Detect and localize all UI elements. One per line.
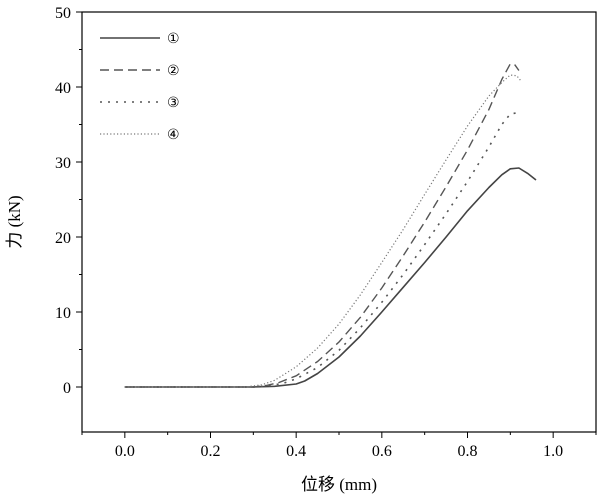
y-tick-label: 40: [55, 80, 71, 97]
y-tick-label: 30: [55, 155, 71, 172]
axis-layer: 0.0 0.2 0.4 0.6 0.8 1.0 0 10 20 30 40 50: [55, 5, 597, 460]
series-line-3: [124, 111, 520, 388]
x-tick-label: 0.2: [201, 443, 221, 460]
series-line-1: [124, 167, 537, 388]
x-tick-label: 0.4: [286, 443, 306, 460]
y-tick-label: 20: [55, 230, 71, 247]
series-layer: [124, 63, 537, 388]
x-tick-label: 0.8: [458, 443, 478, 460]
legend-label-1: ①: [167, 31, 180, 47]
legend-label-3: ③: [167, 95, 180, 111]
x-tick-label: 0.6: [372, 443, 392, 460]
y-tick-label: 10: [55, 305, 71, 322]
x-tick-label: 0.0: [115, 443, 135, 460]
y-tick-label: 50: [55, 5, 71, 22]
x-tick-label: 1.0: [543, 443, 563, 460]
legend: ① ② ③ ④: [100, 31, 180, 143]
series-line-2: [124, 63, 520, 388]
y-tick-label: 0: [63, 380, 71, 397]
y-axis-title: 力 (kN): [5, 195, 24, 248]
legend-label-2: ②: [167, 63, 180, 79]
x-axis-title: 位移 (mm): [301, 475, 377, 494]
legend-label-4: ④: [167, 127, 180, 143]
